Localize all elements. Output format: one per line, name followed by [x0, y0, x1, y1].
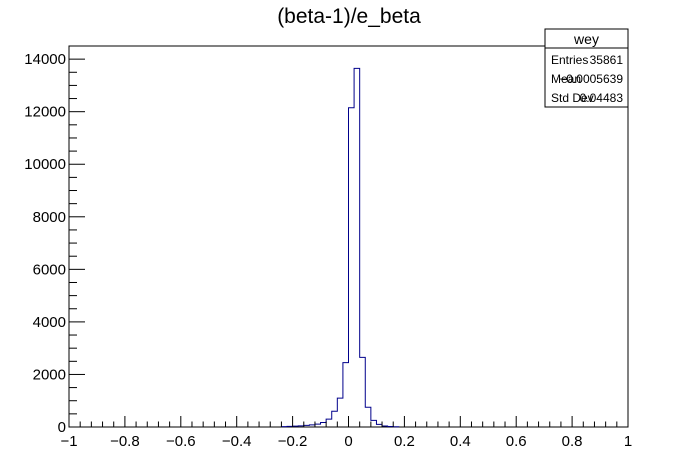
histogram-bin: [343, 363, 349, 427]
stats-stddev-label: Std Dev: [551, 91, 594, 105]
histogram-bin: [332, 411, 338, 427]
chart-title: (beta-1)/e_beta: [277, 5, 421, 28]
histogram-bars: [280, 67, 400, 428]
histogram-bin: [349, 108, 355, 427]
histogram-bin: [371, 420, 377, 427]
stats-mean-value: −0.0005639: [559, 72, 623, 86]
y-tick-label: 4000: [33, 314, 66, 331]
stats-entries-label: Entries: [551, 53, 588, 67]
stats-mean-label: Mean: [551, 72, 581, 86]
x-tick-label: −1: [60, 433, 77, 450]
y-tick-label: 14000: [24, 51, 66, 68]
stats-stddev-value: 0.04483: [580, 91, 624, 105]
histogram-bin: [360, 357, 366, 427]
histogram-outline: [280, 67, 400, 428]
stats-box-frame: [544, 28, 629, 108]
histogram-bin: [354, 68, 360, 427]
x-tick-label: 0.2: [394, 433, 415, 450]
y-tick-label: 0: [58, 419, 66, 436]
x-tick-label: 0.8: [562, 433, 583, 450]
x-tick-label: −0.4: [222, 433, 252, 450]
y-tick-label: 10000: [24, 156, 66, 173]
x-tick-label: −0.6: [166, 433, 196, 450]
y-tick-label: 6000: [33, 261, 66, 278]
histogram-bin: [365, 407, 371, 427]
stats-entries-value: 35861: [590, 53, 624, 67]
stats-box: wey Entries 35861 Mean −0.0005639 Std De…: [544, 28, 629, 108]
x-tick-label: 1: [624, 433, 632, 450]
histogram-bin: [337, 398, 343, 427]
x-tick-label: 0.4: [450, 433, 471, 450]
histogram-bin: [321, 423, 327, 427]
x-tick-label: 0.6: [506, 433, 527, 450]
x-tick-label: −0.8: [110, 433, 140, 450]
y-axis: 0 2000 4000 6000 8000 10000 12000 14000: [24, 45, 85, 436]
x-tick-label: 0: [344, 433, 352, 450]
y-tick-label: 12000: [24, 104, 66, 121]
stats-box-title: wey: [573, 31, 599, 47]
histogram-bin: [326, 419, 332, 427]
x-tick-label: −0.2: [278, 433, 308, 450]
y-tick-label: 8000: [33, 209, 66, 226]
x-axis: −1 −0.8 −0.6 −0.4 −0.2 0 0.2 0.4 0.6 0.8 1: [60, 416, 632, 450]
y-tick-label: 2000: [33, 366, 66, 383]
